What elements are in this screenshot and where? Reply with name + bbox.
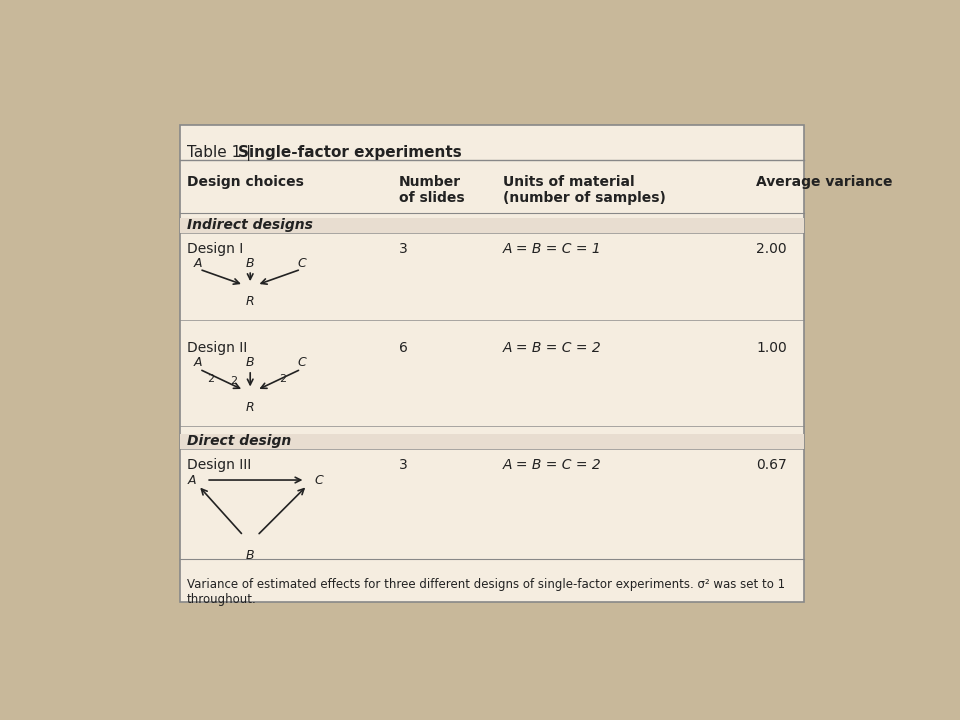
Text: 3: 3: [399, 458, 408, 472]
Text: 3: 3: [399, 242, 408, 256]
Text: B: B: [246, 256, 254, 269]
Text: A: A: [194, 356, 203, 369]
Text: B: B: [246, 549, 254, 562]
Text: Design III: Design III: [187, 458, 252, 472]
Text: C: C: [314, 474, 323, 487]
Text: Table 1 |: Table 1 |: [187, 145, 256, 161]
Text: C: C: [298, 256, 306, 269]
Text: A = B = C = 1: A = B = C = 1: [503, 242, 602, 256]
Text: Number
of slides: Number of slides: [399, 175, 465, 205]
Text: A: A: [194, 256, 203, 269]
Text: A: A: [188, 474, 197, 487]
Text: R: R: [246, 295, 254, 308]
Text: Design I: Design I: [187, 242, 243, 256]
Bar: [180, 434, 804, 449]
Text: Single-factor experiments: Single-factor experiments: [237, 145, 462, 160]
Bar: [180, 125, 804, 602]
Text: 0.67: 0.67: [756, 458, 787, 472]
Text: Direct design: Direct design: [187, 434, 291, 448]
Text: Units of material
(number of samples): Units of material (number of samples): [503, 175, 666, 205]
Text: Design II: Design II: [187, 341, 248, 356]
Text: 2: 2: [230, 376, 237, 386]
Text: A = B = C = 2: A = B = C = 2: [503, 341, 602, 356]
Text: R: R: [246, 401, 254, 414]
Text: A = B = C = 2: A = B = C = 2: [503, 458, 602, 472]
Text: C: C: [298, 356, 306, 369]
Text: Design choices: Design choices: [187, 175, 303, 189]
Text: Variance of estimated effects for three different designs of single-factor exper: Variance of estimated effects for three …: [187, 578, 785, 606]
Text: Indirect designs: Indirect designs: [187, 218, 313, 233]
Text: 2: 2: [207, 374, 214, 384]
Text: Average variance: Average variance: [756, 175, 893, 189]
Text: 2.00: 2.00: [756, 242, 787, 256]
Bar: [180, 218, 804, 233]
Text: B: B: [246, 356, 254, 369]
Text: 2: 2: [278, 374, 286, 384]
Bar: [180, 125, 804, 602]
Text: 1.00: 1.00: [756, 341, 787, 356]
Text: 6: 6: [399, 341, 408, 356]
